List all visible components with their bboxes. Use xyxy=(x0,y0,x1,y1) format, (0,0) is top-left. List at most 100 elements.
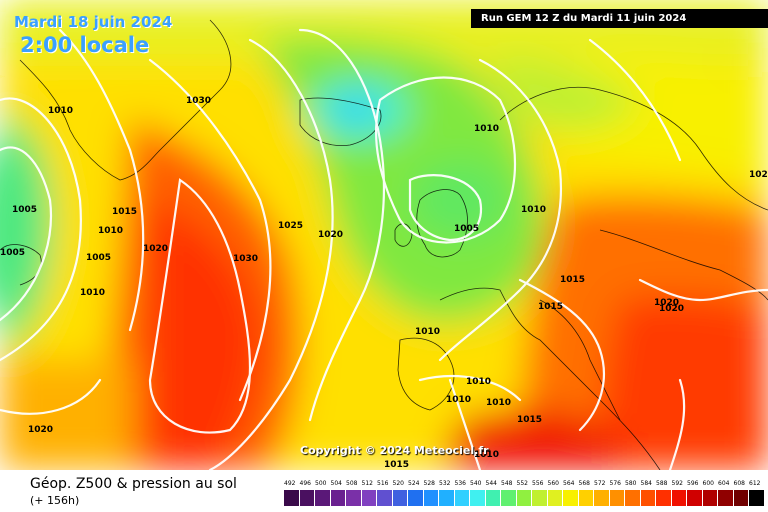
scale-swatch xyxy=(563,490,578,506)
scale-swatch xyxy=(361,490,376,506)
isobar-label: 1030 xyxy=(186,96,211,106)
weather-map: 1030 1010 1005 1015 1010 1005 1005 1020 … xyxy=(0,0,768,470)
scale-tick-label: 576 xyxy=(609,480,621,487)
scale-swatch xyxy=(625,490,640,506)
scale-swatch xyxy=(656,490,671,506)
scale-swatch xyxy=(423,490,438,506)
isobar-label: 1010 xyxy=(474,450,499,460)
isobar-label: 1015 xyxy=(517,415,542,425)
isobar-label: 1020 xyxy=(659,304,684,314)
isobars xyxy=(0,28,768,470)
scale-swatch xyxy=(315,490,330,506)
scale-swatch xyxy=(532,490,547,506)
scale-tick-label: 492 xyxy=(284,480,296,487)
isobar-label: 1005 xyxy=(0,248,25,258)
scale-swatch xyxy=(408,490,423,506)
scale-tick-label: 556 xyxy=(532,480,544,487)
scale-tick-label: 516 xyxy=(377,480,389,487)
scale-tick-label: 612 xyxy=(749,480,761,487)
isobar-label: 1010 xyxy=(474,124,499,134)
isobar-label: 1015 xyxy=(384,460,409,470)
scale-tick-label: 580 xyxy=(625,480,637,487)
scale-swatch xyxy=(640,490,655,506)
scale-tick-label: 524 xyxy=(408,480,420,487)
isobar-label: 1025 xyxy=(278,221,303,231)
scale-swatch xyxy=(718,490,733,506)
scale-swatch xyxy=(516,490,531,506)
scale-tick-label: 568 xyxy=(578,480,590,487)
map-title: Géop. Z500 & pression au sol xyxy=(30,476,237,492)
coastlines xyxy=(0,19,768,470)
scale-tick-label: 560 xyxy=(547,480,559,487)
scale-swatch xyxy=(485,490,500,506)
isobar-label: 1005 xyxy=(454,224,479,234)
scale-tick-label: 552 xyxy=(516,480,528,487)
scale-tick-label: 544 xyxy=(485,480,497,487)
scale-tick-label: 608 xyxy=(733,480,745,487)
scale-tick-label: 548 xyxy=(501,480,513,487)
forecast-time: 2:00 locale xyxy=(20,33,150,57)
scale-swatch xyxy=(299,490,314,506)
isobar-label: 1020 xyxy=(143,244,168,254)
scale-tick-label: 528 xyxy=(423,480,435,487)
scale-swatch xyxy=(284,490,299,506)
scale-tick-label: 600 xyxy=(702,480,714,487)
scale-swatch xyxy=(346,490,361,506)
scale-tick-label: 512 xyxy=(361,480,373,487)
isobar-label: 1005 xyxy=(86,253,111,263)
isobar-label: 1010 xyxy=(466,377,491,387)
scale-tick-label: 572 xyxy=(594,480,606,487)
forecast-range: (+ 156h) xyxy=(30,494,80,507)
isobar-label: 1030 xyxy=(233,254,258,264)
isobar-label: 1015 xyxy=(112,207,137,217)
scale-swatch xyxy=(609,490,624,506)
isobar-labels: 1030 1010 1005 1015 1010 1005 1005 1020 … xyxy=(0,96,768,470)
isobar-label: 1010 xyxy=(48,106,73,116)
isobar-label: 1020 xyxy=(749,170,768,180)
scale-tick-label: 532 xyxy=(439,480,451,487)
scale-swatch xyxy=(454,490,469,506)
scale-tick-label: 604 xyxy=(718,480,730,487)
scale-swatch xyxy=(687,490,702,506)
isobar-label: 1010 xyxy=(446,395,471,405)
copyright: Copyright © 2024 Meteociel.fr xyxy=(300,444,489,457)
isobar-label: 1015 xyxy=(538,302,563,312)
isobar-label: 1010 xyxy=(98,226,123,236)
scale-swatch xyxy=(578,490,593,506)
scale-tick-label: 584 xyxy=(640,480,652,487)
scale-swatch xyxy=(392,490,407,506)
scale-tick-label: 592 xyxy=(671,480,683,487)
isobar-label: 1010 xyxy=(486,398,511,408)
isobar-label: 1015 xyxy=(560,275,585,285)
scale-swatch xyxy=(733,490,748,506)
scale-tick-label: 564 xyxy=(563,480,575,487)
scale-swatch xyxy=(749,490,764,506)
scale-swatch xyxy=(330,490,345,506)
scale-swatch xyxy=(377,490,392,506)
scale-swatch xyxy=(671,490,686,506)
scale-tick-label: 596 xyxy=(687,480,699,487)
scale-swatch xyxy=(439,490,454,506)
scale-swatch xyxy=(470,490,485,506)
scale-tick-label: 500 xyxy=(315,480,327,487)
scale-swatch xyxy=(702,490,717,506)
scale-tick-label: 496 xyxy=(299,480,311,487)
run-info: Run GEM 12 Z du Mardi 11 juin 2024 xyxy=(471,9,768,28)
forecast-date: Mardi 18 juin 2024 xyxy=(14,13,173,31)
isobar-label: 1010 xyxy=(415,327,440,337)
scale-swatch xyxy=(501,490,516,506)
isobar-label: 1010 xyxy=(80,288,105,298)
isobar-label: 1020 xyxy=(654,298,679,308)
isobar-label: 1005 xyxy=(12,205,37,215)
scale-tick-label: 508 xyxy=(346,480,358,487)
scale-tick-label: 540 xyxy=(470,480,482,487)
scale-swatch xyxy=(547,490,562,506)
scale-tick-label: 536 xyxy=(454,480,466,487)
scale-tick-label: 504 xyxy=(330,480,342,487)
scale-tick-label: 520 xyxy=(392,480,404,487)
isobar-label: 1020 xyxy=(28,425,53,435)
isobar-label: 1010 xyxy=(521,205,546,215)
scale-tick-label: 588 xyxy=(656,480,668,487)
isobar-label: 1020 xyxy=(318,230,343,240)
scale-swatch xyxy=(594,490,609,506)
